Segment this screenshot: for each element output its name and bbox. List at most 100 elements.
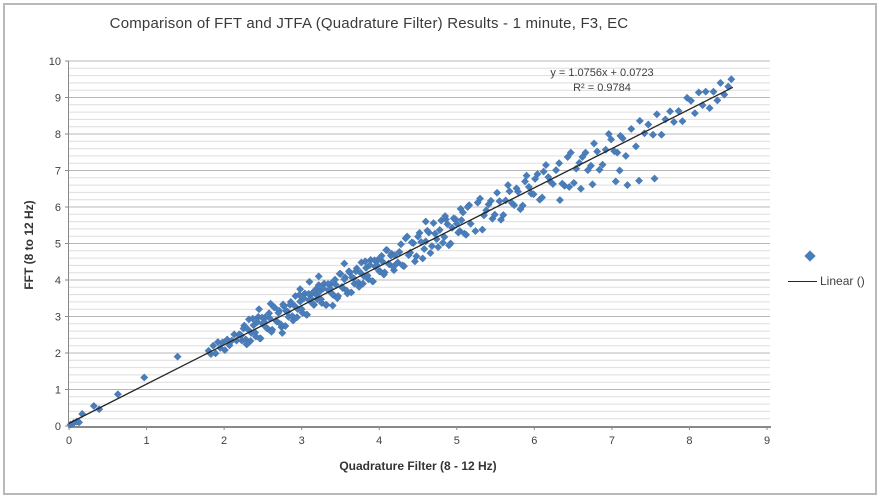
scatter-point (319, 284, 328, 293)
x-tick-label: 7 (609, 435, 615, 447)
y-tick-label: 3 (55, 312, 61, 324)
scatter-point (305, 277, 314, 286)
scatter-point (251, 328, 260, 337)
trendline-equation: y = 1.0756x + 0.0723 R² = 0.9784 (512, 66, 692, 96)
scatter-point (255, 334, 264, 343)
scatter-point (705, 104, 714, 113)
scatter-point (340, 259, 349, 268)
scatter-point (604, 130, 613, 138)
x-tick-label: 1 (143, 435, 149, 447)
scatter-point (361, 257, 370, 266)
scatter-point (266, 299, 275, 308)
scatter-point (635, 176, 644, 185)
trendline-sample-icon (788, 280, 817, 282)
y-tick-label: 1 (55, 385, 61, 397)
y-tick-label: 9 (55, 93, 61, 105)
scatter-point (615, 166, 624, 175)
scatter-point (607, 135, 616, 144)
scatter-point (716, 78, 725, 87)
scatter-point (569, 178, 578, 187)
scatter-point (438, 238, 447, 247)
scatter-point (516, 205, 525, 214)
equation-line: y = 1.0756x + 0.0723 (550, 67, 654, 79)
scatter-point (421, 217, 430, 226)
scatter-point (690, 109, 699, 118)
scatter-point (300, 294, 308, 303)
scatter-point (211, 349, 220, 358)
x-tick-label: 8 (686, 435, 692, 447)
scatter-point (473, 198, 482, 207)
scatter-point (276, 320, 285, 329)
scatter-point (89, 401, 98, 410)
scatter-point (368, 277, 377, 286)
scatter-point (95, 405, 104, 414)
scatter-point (694, 88, 703, 97)
scatter-point (429, 219, 438, 228)
scatter-point (344, 267, 353, 276)
scatter-point (209, 341, 218, 350)
scatter-point (372, 261, 381, 270)
scatter-point (407, 238, 416, 247)
scatter-point (314, 281, 323, 290)
scatter-point (652, 110, 661, 119)
x-axis-title: Quadrature Filter (8 - 12 Hz) (339, 459, 497, 473)
scatter-point (420, 244, 429, 253)
scatter-point (448, 223, 457, 232)
scatter-point (410, 257, 419, 266)
scatter-point (683, 93, 692, 102)
scatter-point (709, 87, 718, 96)
scatter-point (555, 159, 564, 168)
scatter-point (512, 184, 521, 193)
scatter-point (687, 96, 695, 105)
x-tick-label: 0 (66, 435, 72, 447)
scatter-point (482, 206, 491, 215)
scatter-point (627, 124, 636, 133)
scatter-point (331, 275, 339, 284)
scatter-point (278, 328, 287, 337)
scatter-point (351, 267, 360, 276)
chart-title: Comparison of FFT and JTFA (Quadrature F… (109, 15, 629, 32)
scatter-point (563, 153, 572, 161)
scatter-point (260, 317, 269, 326)
scatter-point (265, 309, 274, 318)
scatter-point (466, 219, 475, 228)
scatter-point (666, 107, 675, 116)
scatter-point (321, 300, 330, 309)
scatter-point (539, 167, 548, 176)
trendline (68, 86, 734, 424)
x-tick-label: 2 (221, 435, 227, 447)
scatter-point (558, 179, 567, 188)
scatter-point (501, 196, 510, 205)
x-tick-label: 9 (764, 435, 770, 447)
scatter-point (347, 288, 356, 297)
scatter-point (443, 220, 452, 229)
scatter-point (173, 352, 182, 361)
scatter-point (379, 270, 388, 279)
scatter-point (631, 142, 640, 151)
scatter-point (657, 130, 666, 139)
scatter-point (457, 216, 466, 225)
scatter-point (75, 418, 84, 427)
scatter-point (552, 166, 561, 175)
scatter-point (649, 130, 657, 139)
scatter-point (267, 327, 276, 336)
scatter-point (293, 313, 301, 322)
legend-entry-linear: Linear () (788, 274, 865, 288)
scatter-point (396, 240, 405, 249)
scatter-point (435, 226, 444, 234)
scatter-point (460, 229, 469, 238)
scatter-point (478, 225, 487, 234)
scatter-point (661, 115, 670, 124)
scatter-point (610, 147, 619, 156)
scatter-point (586, 161, 595, 170)
scatter-point (505, 187, 514, 196)
y-tick-label: 2 (55, 348, 61, 360)
scatter-point (533, 170, 542, 179)
scatter-point (451, 215, 460, 224)
scatter-point (248, 314, 257, 323)
scatter-point (713, 96, 722, 105)
scatter-point (297, 305, 306, 314)
x-tick-label: 4 (376, 435, 382, 447)
scatter-point (365, 261, 374, 270)
scatter-point (382, 246, 391, 255)
